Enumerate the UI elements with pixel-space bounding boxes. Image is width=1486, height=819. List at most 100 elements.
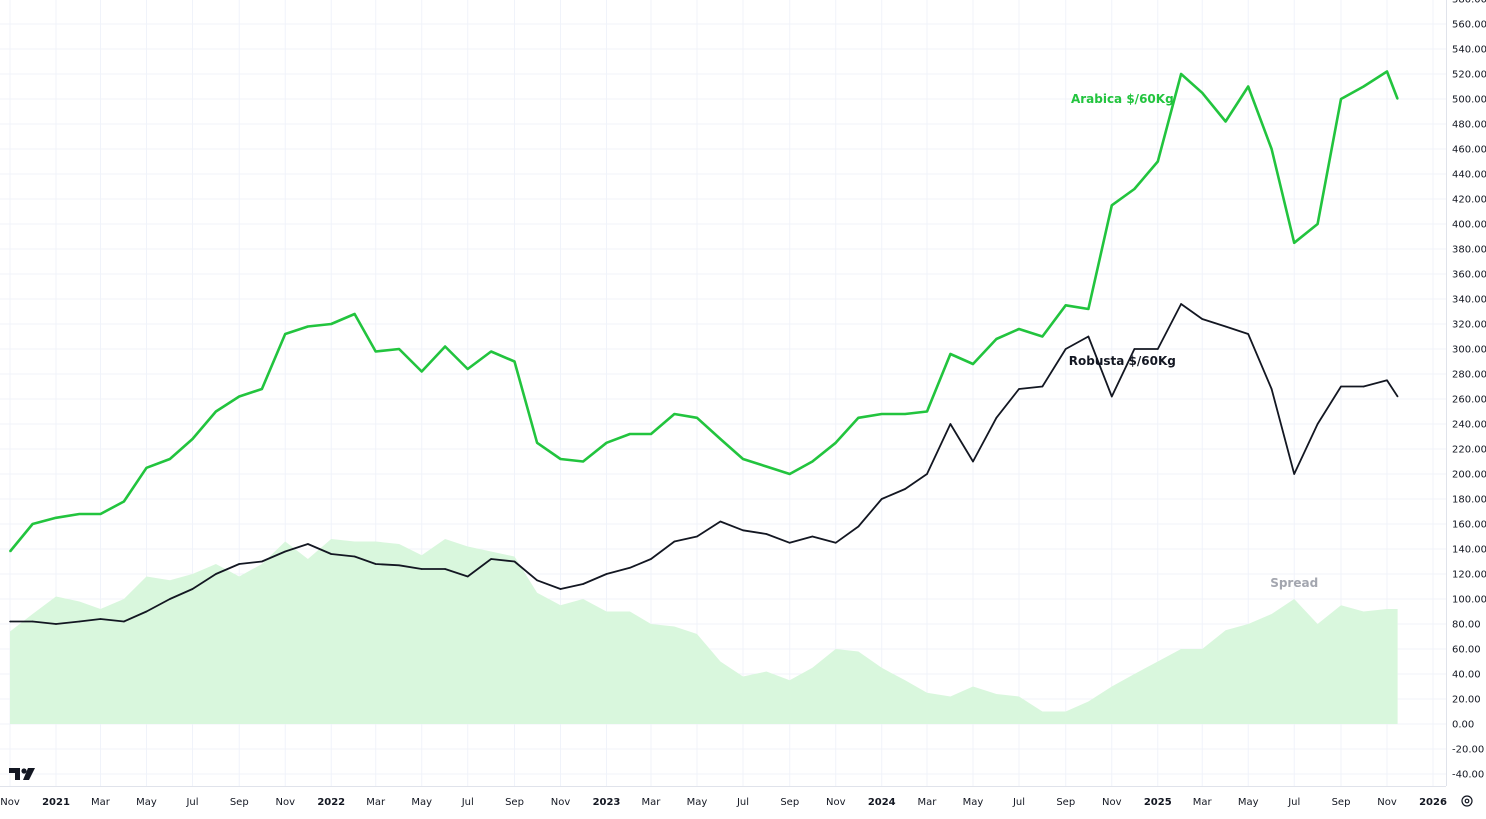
series-point-1 bbox=[284, 550, 287, 553]
series-point-0 bbox=[1133, 188, 1136, 190]
series-point-0 bbox=[284, 333, 287, 335]
series-point-1 bbox=[926, 473, 928, 475]
series-point-0 bbox=[765, 465, 768, 468]
series-point-0 bbox=[55, 517, 57, 519]
x-tick-label: May bbox=[136, 797, 157, 808]
x-tick-label: May bbox=[411, 797, 432, 808]
series-point-0 bbox=[880, 413, 883, 415]
spread-area bbox=[10, 539, 1398, 724]
series-point-0 bbox=[1201, 92, 1203, 94]
series-point-0 bbox=[398, 348, 400, 350]
series-point-0 bbox=[513, 360, 516, 363]
series-point-0 bbox=[972, 363, 974, 365]
series-point-0 bbox=[1180, 73, 1182, 75]
x-axis[interactable]: Nov 2021 Mar May Jul Sep Nov 2022 Mar May Jul Sep No… bbox=[0, 786, 1447, 809]
series-area-spread bbox=[10, 539, 1398, 724]
y-tick-label: 360.00 bbox=[1452, 270, 1486, 281]
y-tick-label: 60.00 bbox=[1452, 645, 1481, 656]
series-point-0 bbox=[330, 323, 333, 325]
series-point-0 bbox=[857, 417, 860, 419]
x-tick-label: Sep bbox=[230, 797, 249, 808]
series-point-1 bbox=[834, 542, 837, 544]
y-tick-label: 380.00 bbox=[1452, 245, 1486, 256]
x-tick-label: Mar bbox=[642, 797, 662, 808]
y-tick-label: 400.00 bbox=[1452, 220, 1486, 231]
series-point-1 bbox=[904, 488, 906, 490]
series-point-1 bbox=[99, 618, 102, 620]
y-tick-label: 260.00 bbox=[1452, 395, 1486, 406]
series-point-1 bbox=[1396, 395, 1399, 398]
y-tick-label: 560.00 bbox=[1452, 20, 1486, 31]
x-tick-label: Nov bbox=[1377, 797, 1397, 808]
y-tick-label: -20.00 bbox=[1452, 745, 1484, 756]
y-tick-label: 480.00 bbox=[1452, 120, 1486, 131]
series-point-0 bbox=[650, 433, 652, 435]
series-point-0 bbox=[1386, 70, 1388, 73]
series-point-1 bbox=[1247, 333, 1249, 335]
series-line-1 bbox=[10, 303, 1399, 625]
y-tick-label: 460.00 bbox=[1452, 145, 1486, 156]
series-point-0 bbox=[353, 313, 356, 315]
x-tick-label: Nov bbox=[275, 797, 295, 808]
series-point-0 bbox=[559, 458, 562, 460]
y-tick-label: 180.00 bbox=[1452, 495, 1486, 506]
y-tick-label: 580.00 bbox=[1452, 0, 1486, 6]
x-tick-label: Nov bbox=[826, 797, 846, 808]
series-point-1 bbox=[123, 620, 125, 623]
x-tick-label: May bbox=[1238, 797, 1259, 808]
series-point-0 bbox=[78, 513, 81, 515]
series-point-1 bbox=[857, 525, 860, 528]
series-point-0 bbox=[191, 438, 194, 440]
series-point-1 bbox=[490, 558, 492, 560]
tradingview-logo-icon[interactable] bbox=[8, 766, 36, 782]
series-point-0 bbox=[145, 467, 148, 469]
series-point-0 bbox=[605, 442, 608, 444]
x-tick-label: May bbox=[687, 797, 708, 808]
series-point-1 bbox=[9, 620, 11, 623]
series-point-1 bbox=[1224, 325, 1227, 328]
series-point-1 bbox=[169, 598, 171, 600]
series-point-0 bbox=[629, 433, 631, 435]
x-tick-label: Sep bbox=[505, 797, 524, 808]
series-point-0 bbox=[1247, 85, 1249, 88]
x-tick-label: Mar bbox=[918, 797, 938, 808]
series-point-1 bbox=[444, 568, 446, 570]
series-point-0 bbox=[1224, 120, 1227, 123]
series-point-0 bbox=[215, 410, 217, 413]
series-point-0 bbox=[811, 460, 814, 463]
series-label-2: Spread bbox=[1270, 576, 1318, 590]
y-tick-label: 300.00 bbox=[1452, 345, 1486, 356]
y-tick-label: 520.00 bbox=[1452, 70, 1486, 81]
series-point-1 bbox=[949, 423, 952, 425]
series-point-0 bbox=[742, 458, 744, 460]
series-point-0 bbox=[1018, 328, 1020, 330]
series-point-0 bbox=[238, 395, 240, 398]
x-tick-label: Mar bbox=[91, 797, 111, 808]
series-point-0 bbox=[1041, 335, 1044, 338]
y-tick-label: 320.00 bbox=[1452, 320, 1486, 331]
series-point-0 bbox=[1157, 160, 1159, 163]
settings-gear-icon[interactable] bbox=[1460, 794, 1474, 808]
x-tick-label: Jul bbox=[461, 797, 474, 808]
series-point-1 bbox=[605, 573, 608, 575]
series-point-0 bbox=[696, 417, 698, 419]
series-point-0 bbox=[1340, 98, 1342, 100]
series-point-1 bbox=[307, 543, 309, 545]
x-tick-label: Mar bbox=[366, 797, 386, 808]
series-point-1 bbox=[673, 540, 676, 543]
series-point-1 bbox=[374, 563, 377, 565]
y-tick-label: 40.00 bbox=[1452, 670, 1481, 681]
series-point-0 bbox=[926, 410, 928, 413]
series-point-1 bbox=[238, 563, 240, 565]
series-point-0 bbox=[673, 413, 676, 415]
series-label-1: Robusta $/60Kg bbox=[1069, 354, 1176, 368]
y-tick-label: 340.00 bbox=[1452, 295, 1486, 306]
series-point-1 bbox=[719, 520, 722, 523]
series-point-1 bbox=[995, 417, 998, 419]
series-point-1 bbox=[742, 529, 744, 532]
series-point-1 bbox=[513, 560, 516, 563]
y-axis[interactable]: -40.00 -20.00 0.00 20.00 40.00 60.00 80.00 100.… bbox=[1446, 0, 1486, 786]
series-point-0 bbox=[719, 438, 722, 440]
series-point-0 bbox=[466, 368, 469, 370]
